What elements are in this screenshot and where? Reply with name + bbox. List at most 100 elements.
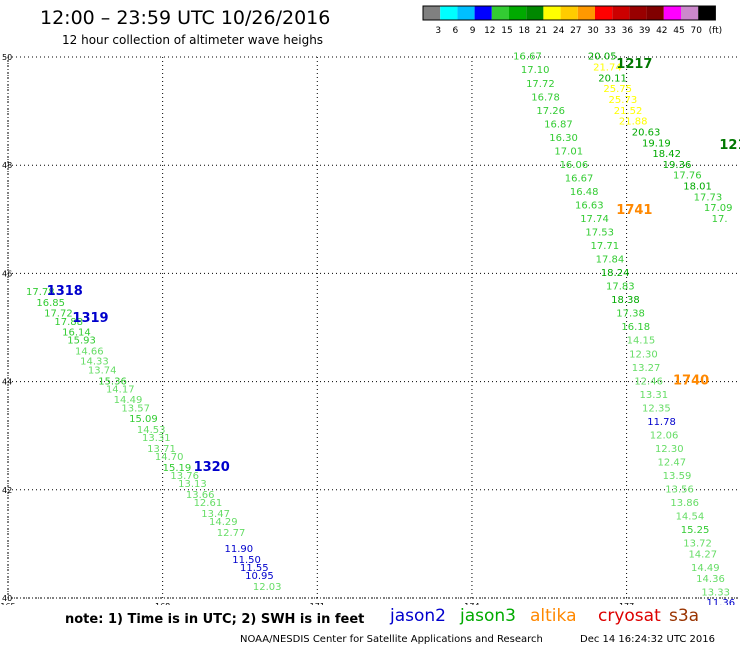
scale-swatch bbox=[440, 6, 458, 20]
swh-value-label: 13.72 bbox=[683, 539, 712, 550]
swh-value-label: 17.74 bbox=[580, 214, 609, 225]
legend-jason2: jason2 bbox=[390, 606, 446, 626]
scale-swatch bbox=[698, 6, 716, 20]
swh-value-label: 17.88 bbox=[54, 317, 83, 328]
legend-cryosat: cryosat bbox=[598, 606, 661, 626]
scale-swatch bbox=[612, 6, 630, 20]
latitude-tick-label: 40 bbox=[2, 594, 12, 603]
swh-value-label: 17.72 bbox=[526, 79, 555, 90]
swh-value-label: 18.24 bbox=[601, 268, 630, 279]
scale-swatch bbox=[474, 6, 492, 20]
swh-value-label: 14.54 bbox=[676, 512, 705, 523]
scale-label: 70 bbox=[690, 26, 702, 36]
scale-label: 30 bbox=[587, 26, 599, 36]
swh-value-label: 12.30 bbox=[655, 444, 684, 455]
scale-label: 39 bbox=[639, 26, 651, 36]
swh-value-label: 13.71 bbox=[147, 444, 176, 455]
swh-value-label: 17.09 bbox=[704, 203, 733, 214]
latitude-tick-label: 48 bbox=[2, 161, 12, 170]
swh-value-label: 13.27 bbox=[632, 363, 661, 374]
swh-value-label: 13.33 bbox=[701, 587, 730, 598]
latitude-tick-label: 42 bbox=[2, 486, 12, 495]
scale-label: 36 bbox=[622, 26, 634, 36]
scale-label: 12 bbox=[484, 26, 495, 36]
swh-value-label: 21.52 bbox=[614, 106, 643, 117]
swh-value-label: 17.53 bbox=[585, 228, 614, 239]
swh-value-label: 17. bbox=[712, 214, 728, 225]
swh-value-label: 14.70 bbox=[155, 452, 184, 463]
swh-value-label: 21.88 bbox=[619, 117, 648, 128]
swh-value-label: 19.19 bbox=[642, 138, 671, 149]
scale-label: 42 bbox=[656, 26, 667, 36]
wave-height-map: 16516817117417750484644424017.7816.8517.… bbox=[0, 52, 740, 605]
swh-value-label: 13.56 bbox=[665, 485, 694, 496]
swh-value-label: 16.63 bbox=[575, 200, 604, 211]
swh-value-label: 17.78 bbox=[26, 287, 55, 298]
swh-value-label: 13.31 bbox=[142, 433, 171, 444]
swh-value-label: 18.01 bbox=[683, 182, 712, 193]
swh-value-label: 20.63 bbox=[632, 127, 661, 138]
longitude-tick-label: 171 bbox=[310, 602, 325, 605]
swh-value-label: 21.74 bbox=[593, 63, 622, 74]
scale-label: 6 bbox=[453, 26, 459, 36]
longitude-tick-label: 177 bbox=[619, 602, 634, 605]
legend-s3a: s3a bbox=[669, 606, 700, 626]
scale-swatch bbox=[560, 6, 578, 20]
track-id-label: 1740 bbox=[673, 373, 709, 388]
swh-value-label: 16.87 bbox=[544, 119, 573, 130]
swh-value-label: 12.46 bbox=[634, 376, 663, 387]
swh-value-label: 12.30 bbox=[629, 349, 658, 360]
swh-value-label: 17.83 bbox=[606, 282, 635, 293]
swh-value-label: 14.36 bbox=[696, 574, 725, 585]
swh-value-label: 18.38 bbox=[611, 295, 640, 306]
scale-label: 15 bbox=[501, 26, 512, 36]
swh-value-label: 16.85 bbox=[36, 298, 65, 309]
swh-value-label: 15.93 bbox=[67, 336, 96, 347]
latitude-tick-label: 44 bbox=[2, 378, 12, 387]
swh-value-label: 17.10 bbox=[521, 65, 550, 76]
track-id-label: 1217 bbox=[616, 57, 652, 72]
swh-value-label: 13.59 bbox=[663, 471, 692, 482]
swh-value-label: 13.66 bbox=[186, 490, 215, 501]
swh-value-label: 11.78 bbox=[647, 417, 676, 428]
swh-value-label: 16.48 bbox=[570, 187, 599, 198]
swh-value-label: 18.42 bbox=[652, 149, 681, 160]
swh-value-label: 13.47 bbox=[201, 509, 230, 520]
swh-value-label: 12.03 bbox=[253, 582, 282, 593]
credit-line: NOAA/NESDIS Center for Satellite Applica… bbox=[240, 634, 543, 645]
longitude-tick-label: 168 bbox=[155, 602, 170, 605]
swh-value-label: 15.36 bbox=[98, 376, 127, 387]
swh-value-label: 16.78 bbox=[531, 92, 560, 103]
swh-value-label: 10.95 bbox=[245, 571, 274, 582]
scale-swatch bbox=[595, 6, 613, 20]
swh-value-label: 17.84 bbox=[596, 255, 625, 266]
swh-value-label: 12.61 bbox=[194, 498, 223, 509]
swh-value-label: 12.35 bbox=[642, 403, 671, 414]
scale-label: 33 bbox=[604, 26, 615, 36]
swh-value-label: 11.36 bbox=[706, 598, 735, 605]
swh-value-label: 14.49 bbox=[691, 563, 720, 574]
scale-swatch bbox=[526, 6, 544, 20]
swh-value-label: 13.57 bbox=[121, 403, 150, 414]
scale-label: 9 bbox=[470, 26, 476, 36]
swh-value-label: 16.06 bbox=[560, 160, 589, 171]
scale-swatch bbox=[457, 6, 475, 20]
longitude-tick-label: 165 bbox=[0, 602, 15, 605]
swh-value-label: 17.71 bbox=[591, 241, 620, 252]
latitude-tick-label: 46 bbox=[2, 269, 12, 278]
swh-value-label: 13.74 bbox=[88, 365, 117, 376]
scale-swatch bbox=[629, 6, 647, 20]
swh-value-label: 14.27 bbox=[688, 549, 717, 560]
track-id-label: 121 bbox=[719, 138, 740, 153]
swh-value-label: 16.67 bbox=[513, 52, 542, 63]
scale-swatch bbox=[543, 6, 561, 20]
scale-label: 27 bbox=[570, 26, 581, 36]
page-subtitle: 12 hour collection of altimeter wave hei… bbox=[62, 33, 324, 47]
scale-label: 18 bbox=[518, 26, 530, 36]
swh-value-label: 25.75 bbox=[603, 84, 632, 95]
scale-swatch bbox=[577, 6, 595, 20]
track-id-label: 1320 bbox=[194, 460, 230, 475]
scale-swatch bbox=[663, 6, 681, 20]
swh-value-label: 11.90 bbox=[225, 544, 254, 555]
